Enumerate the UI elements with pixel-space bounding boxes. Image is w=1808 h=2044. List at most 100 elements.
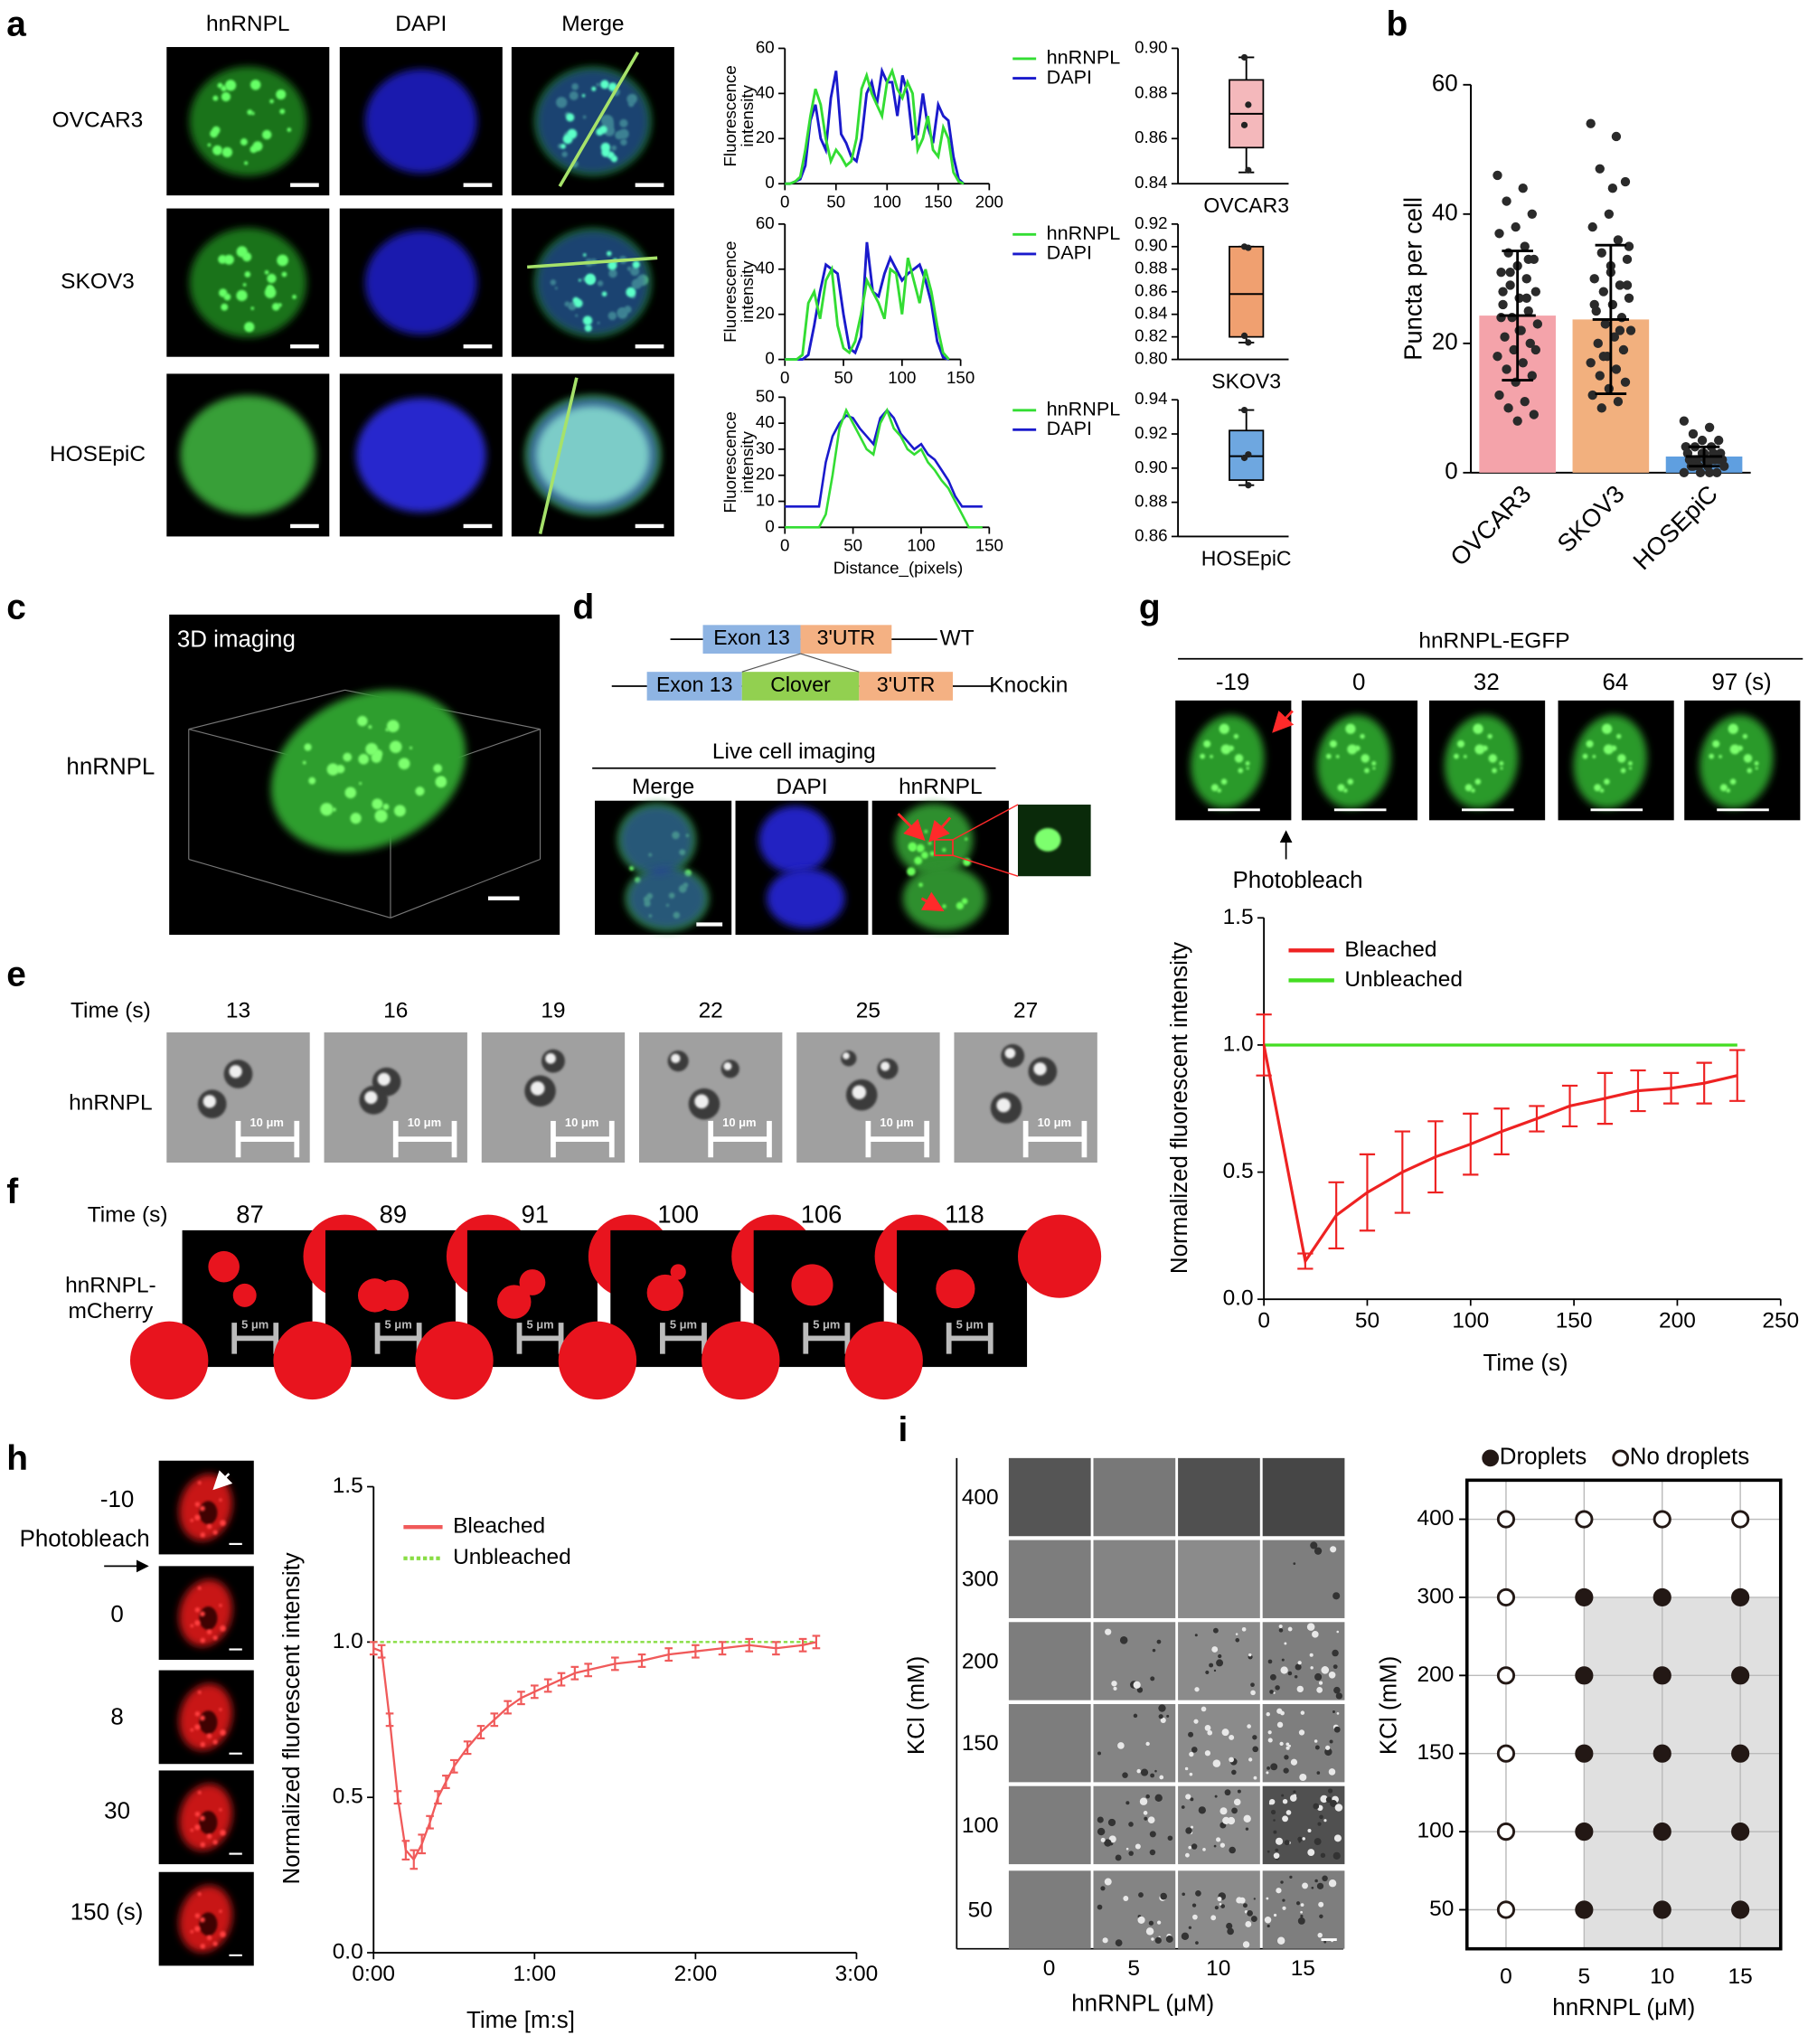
droplet-core bbox=[202, 1095, 216, 1108]
speckle bbox=[219, 1909, 222, 1913]
x-tick-label: 50 bbox=[826, 192, 845, 211]
axis-label: hnRNPL (μM) bbox=[1071, 1991, 1214, 2016]
error-bar bbox=[1596, 1071, 1614, 1126]
droplet bbox=[1184, 1852, 1190, 1858]
y-tick-label: 0.86 bbox=[1135, 525, 1167, 544]
scale-label: 5 μm bbox=[956, 1317, 984, 1331]
error-bar bbox=[504, 1700, 512, 1715]
speckle bbox=[194, 1724, 201, 1730]
dot bbox=[1493, 170, 1502, 181]
profile-line bbox=[558, 51, 640, 187]
speckle bbox=[1719, 755, 1722, 758]
x-tick-label: 100 bbox=[888, 368, 916, 387]
speckle bbox=[1726, 788, 1731, 793]
droplet bbox=[1147, 1816, 1155, 1824]
droplet bbox=[1247, 1724, 1251, 1728]
droplet bbox=[1275, 1837, 1284, 1845]
droplet bbox=[1143, 1811, 1148, 1815]
y-tick-label: 0.88 bbox=[1135, 259, 1167, 278]
y-tick-label: 50 bbox=[1429, 1897, 1454, 1921]
y-tick-label: 20 bbox=[756, 127, 775, 146]
speckle bbox=[212, 1840, 218, 1845]
error-bar bbox=[426, 1814, 434, 1830]
scale-label: 10 μm bbox=[408, 1116, 441, 1129]
droplet bbox=[1189, 1772, 1193, 1776]
droplet bbox=[1190, 1825, 1194, 1829]
arrow bbox=[897, 813, 926, 842]
droplet bbox=[1328, 1879, 1337, 1888]
speckle bbox=[389, 740, 402, 754]
y-axis-label: Fluorescence bbox=[720, 411, 739, 513]
droplet bbox=[1314, 1838, 1322, 1846]
legend-label: Droplets bbox=[1500, 1445, 1587, 1470]
droplet bbox=[1320, 1852, 1326, 1859]
y-axis-label: Fluorescence bbox=[720, 65, 739, 166]
legend-label: DAPI bbox=[1047, 417, 1092, 439]
error-bar bbox=[476, 1725, 485, 1739]
droplet bbox=[1332, 1649, 1339, 1657]
legend-swatch bbox=[1482, 1449, 1500, 1467]
dot bbox=[1613, 397, 1624, 407]
speckle bbox=[942, 904, 946, 909]
droplet bbox=[1184, 1766, 1189, 1771]
speckle bbox=[197, 1481, 202, 1485]
micrograph bbox=[1262, 1622, 1345, 1700]
droplet bbox=[1128, 1822, 1134, 1827]
droplet bbox=[1231, 1769, 1237, 1776]
cell bbox=[189, 66, 307, 176]
droplet bbox=[1319, 1914, 1323, 1919]
x-tick-label: 50 bbox=[1355, 1308, 1380, 1333]
legend-label: No droplets bbox=[1630, 1445, 1750, 1470]
scale-label: 5 μm bbox=[813, 1317, 840, 1331]
micrograph bbox=[1178, 1457, 1260, 1537]
droplet bbox=[1185, 1794, 1191, 1800]
speckle bbox=[1347, 778, 1354, 785]
speckle bbox=[607, 250, 612, 257]
droplet bbox=[1181, 1932, 1190, 1941]
panel-letter: f bbox=[6, 1173, 19, 1211]
speckle bbox=[582, 253, 587, 257]
series-line bbox=[785, 241, 950, 362]
row-label: 400 bbox=[962, 1485, 999, 1510]
droplet bbox=[1275, 1848, 1279, 1852]
dot bbox=[1521, 274, 1531, 284]
droplet bbox=[1111, 1681, 1117, 1687]
droplet bbox=[1158, 1714, 1163, 1719]
dot bbox=[1596, 403, 1606, 413]
speckle bbox=[266, 284, 274, 292]
dot bbox=[1511, 221, 1521, 232]
cell bbox=[199, 1710, 218, 1735]
x-tick-label: 0 bbox=[1500, 1964, 1512, 1989]
speckle bbox=[343, 752, 353, 762]
y-tick-label: 300 bbox=[1417, 1584, 1455, 1608]
speckle bbox=[398, 758, 410, 770]
droplet bbox=[1149, 1849, 1156, 1856]
speckle bbox=[1729, 744, 1740, 755]
droplet bbox=[1188, 1845, 1192, 1850]
droplet bbox=[1280, 1710, 1285, 1716]
droplet bbox=[1323, 1819, 1327, 1823]
time-label: 22 bbox=[699, 998, 723, 1022]
droplet bbox=[1273, 1691, 1276, 1694]
dot bbox=[1523, 254, 1533, 265]
droplet bbox=[1273, 1819, 1276, 1822]
x-axis-label: Distance_(pixels) bbox=[833, 558, 963, 578]
point bbox=[1240, 406, 1248, 414]
y-tick-label: 40 bbox=[756, 82, 775, 101]
label: Knockin bbox=[989, 673, 1068, 697]
speckle bbox=[1586, 739, 1594, 748]
dot bbox=[1521, 293, 1531, 303]
droplet-core bbox=[723, 1061, 732, 1070]
speckle bbox=[1220, 744, 1231, 755]
droplet bbox=[1327, 1788, 1333, 1794]
speckle bbox=[194, 1913, 201, 1918]
error-bar bbox=[1729, 1049, 1746, 1102]
construct-label: 3'UTR bbox=[817, 626, 876, 649]
plot-frame bbox=[1464, 1478, 1783, 1951]
speckle bbox=[1219, 723, 1229, 734]
droplet bbox=[1133, 1713, 1138, 1719]
droplet bbox=[1235, 1633, 1238, 1635]
legend-label: hnRNPL bbox=[1047, 221, 1121, 244]
point bbox=[1245, 101, 1252, 108]
droplet bbox=[1097, 1816, 1104, 1823]
